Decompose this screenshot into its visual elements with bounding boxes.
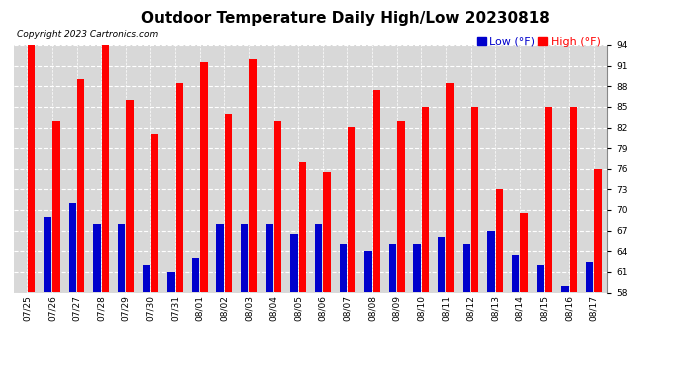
Bar xyxy=(586,261,593,292)
Bar xyxy=(561,286,569,292)
Bar xyxy=(545,107,552,292)
Bar xyxy=(364,251,371,292)
Bar xyxy=(167,272,175,292)
Bar xyxy=(537,265,544,292)
Bar xyxy=(438,237,446,292)
Bar xyxy=(28,45,35,292)
Bar xyxy=(471,107,478,292)
Bar xyxy=(44,217,52,292)
Bar xyxy=(241,224,248,292)
Bar xyxy=(520,213,528,292)
Bar xyxy=(69,203,76,292)
Bar xyxy=(266,224,273,292)
Bar xyxy=(250,59,257,292)
Bar xyxy=(569,107,577,292)
Bar xyxy=(52,121,60,292)
Bar xyxy=(101,45,109,292)
Bar xyxy=(388,244,396,292)
Bar xyxy=(324,172,331,292)
Bar xyxy=(126,100,134,292)
Bar xyxy=(192,258,199,292)
Bar xyxy=(487,231,495,292)
Bar xyxy=(397,121,404,292)
Bar xyxy=(93,224,101,292)
Bar xyxy=(463,244,470,292)
Bar xyxy=(594,169,602,292)
Bar xyxy=(290,234,297,292)
Bar xyxy=(348,128,355,292)
Bar xyxy=(118,224,126,292)
Bar xyxy=(175,83,183,292)
Bar xyxy=(315,224,322,292)
Bar xyxy=(217,224,224,292)
Bar xyxy=(339,244,347,292)
Bar xyxy=(413,244,421,292)
Bar xyxy=(446,83,454,292)
Bar xyxy=(422,107,429,292)
Bar xyxy=(274,121,282,292)
Text: Copyright 2023 Cartronics.com: Copyright 2023 Cartronics.com xyxy=(17,30,158,39)
Legend: Low (°F), High (°F): Low (°F), High (°F) xyxy=(476,36,602,48)
Bar xyxy=(225,114,233,292)
Bar xyxy=(77,80,84,292)
Bar xyxy=(299,162,306,292)
Bar xyxy=(143,265,150,292)
Bar xyxy=(200,62,208,292)
Bar xyxy=(151,134,158,292)
Bar xyxy=(373,90,380,292)
Bar xyxy=(495,189,503,292)
Bar xyxy=(512,255,520,292)
Text: Outdoor Temperature Daily High/Low 20230818: Outdoor Temperature Daily High/Low 20230… xyxy=(141,11,549,26)
